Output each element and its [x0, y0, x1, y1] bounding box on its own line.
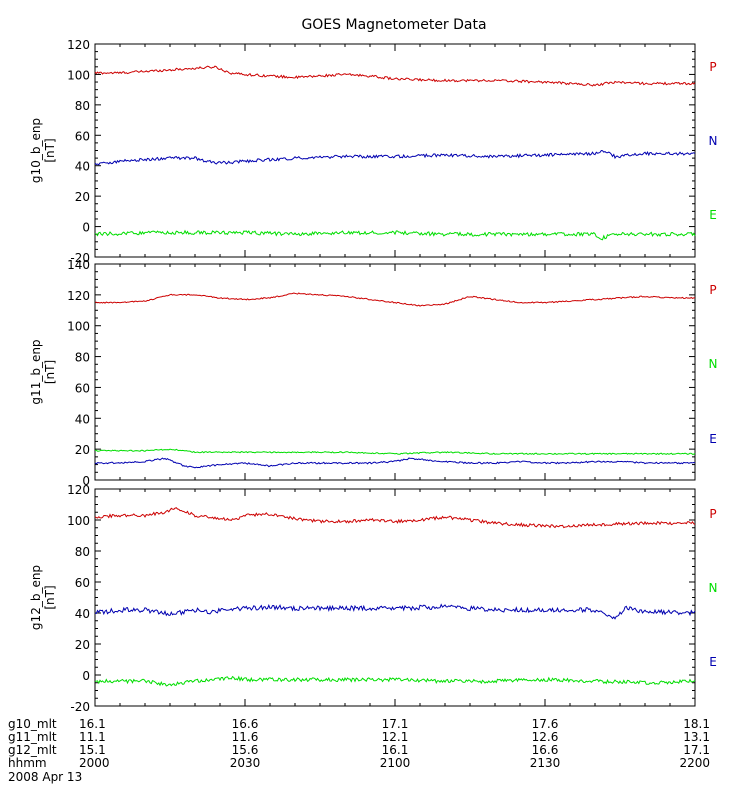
series-line-E [94, 448, 696, 456]
y-axis-unit: [nT] [43, 585, 57, 609]
y-tick-label: 60 [75, 129, 90, 143]
x-tick-label: 12.6 [532, 730, 559, 744]
x-tick-label: 11.6 [232, 730, 259, 744]
y-axis-label: g10_b_enp [29, 118, 43, 183]
y-tick-label: 120 [67, 483, 90, 497]
y-tick-label: -20 [70, 700, 90, 714]
y-tick-label: 100 [67, 68, 90, 82]
y-tick-label: 80 [75, 351, 90, 365]
legend-N: N [709, 581, 718, 595]
x-tick-label: 17.1 [382, 717, 409, 731]
legend-E: E [709, 208, 717, 222]
y-tick-label: 80 [75, 545, 90, 559]
series-line-N [94, 603, 696, 620]
legend-E: E [709, 655, 717, 669]
y-axis-label: g11_b_enp [29, 339, 43, 404]
x-tick-label: 16.1 [79, 717, 106, 731]
x-row-label: g10_mlt [8, 717, 57, 731]
y-axis-unit: [nT] [43, 138, 57, 162]
series-line-P [95, 292, 696, 307]
panel-frame [94, 263, 696, 481]
x-row-label: g12_mlt [8, 743, 57, 757]
y-tick-label: 0 [82, 474, 90, 488]
panel-1: -20 0 20 40 60 80 100 120 g10_b_enp [nT] P N E [29, 38, 717, 265]
x-tick-label: 11.1 [79, 730, 106, 744]
x-tick-label: 15.1 [79, 743, 106, 757]
series-line-N [94, 149, 696, 166]
y-tick-label: 120 [67, 38, 90, 52]
y-tick-label: 40 [75, 412, 90, 426]
panel-2: 0 20 40 60 80 100 120 140 g11_b_enp [nT] P N E [29, 258, 717, 488]
y-tick-label: 120 [67, 289, 90, 303]
x-tick-label: 16.6 [532, 743, 559, 757]
series-line-E [94, 675, 696, 687]
legend-N: N [709, 134, 718, 148]
x-tick-label: 17.6 [532, 717, 559, 731]
y-tick-label: 100 [67, 514, 90, 528]
y-axis-label: g12_b_enp [29, 565, 43, 630]
x-tick-label: 16.6 [232, 717, 259, 731]
y-tick-label: 140 [67, 258, 90, 272]
y-tick-label: 0 [82, 221, 90, 235]
y-tick-label: 20 [75, 638, 90, 652]
x-tick-label: 2100 [380, 756, 411, 770]
legend-E: E [709, 432, 717, 446]
x-tick-label: 2000 [79, 756, 110, 770]
y-tick-label: 0 [82, 669, 90, 683]
series-line-P [94, 507, 696, 529]
legend-N: N [709, 357, 718, 371]
x-tick-label: 2030 [230, 756, 261, 770]
y-tick-label: 60 [75, 576, 90, 590]
x-tick-label: 17.1 [683, 743, 710, 757]
y-tick-label: 100 [67, 320, 90, 334]
date-label: 2008 Apr 13 [8, 770, 82, 784]
y-tick-label: 40 [75, 160, 90, 174]
x-row-label: g11_mlt [8, 730, 57, 744]
y-tick-label: 60 [75, 381, 90, 395]
legend-P: P [709, 60, 716, 74]
x-tick-label: 13.1 [683, 730, 710, 744]
chart-title: GOES Magnetometer Data [301, 17, 486, 33]
legend-P: P [709, 507, 716, 521]
y-tick-label: 40 [75, 607, 90, 621]
x-tick-label: 2200 [679, 756, 710, 770]
series-line-N [94, 457, 696, 469]
x-tick-label: 15.6 [232, 743, 259, 757]
x-tick-label: 18.1 [683, 717, 710, 731]
y-tick-label: 20 [75, 190, 90, 204]
panel-3: -20 0 20 40 60 80 100 120 g12_b_enp [nT] P N E [29, 483, 717, 714]
y-axis-unit: [nT] [43, 360, 57, 384]
series-line-P [94, 65, 696, 87]
series-line-E [94, 229, 696, 241]
y-tick-label: 20 [75, 443, 90, 457]
panel-frame [94, 43, 696, 258]
y-tick-label: 80 [75, 99, 90, 113]
x-tick-label: 12.1 [382, 730, 409, 744]
x-tick-label: 16.1 [382, 743, 409, 757]
y-tick-label: -20 [70, 251, 90, 265]
legend-P: P [709, 283, 716, 297]
x-row-label: hhmm [8, 756, 47, 770]
x-tick-label: 2130 [530, 756, 561, 770]
